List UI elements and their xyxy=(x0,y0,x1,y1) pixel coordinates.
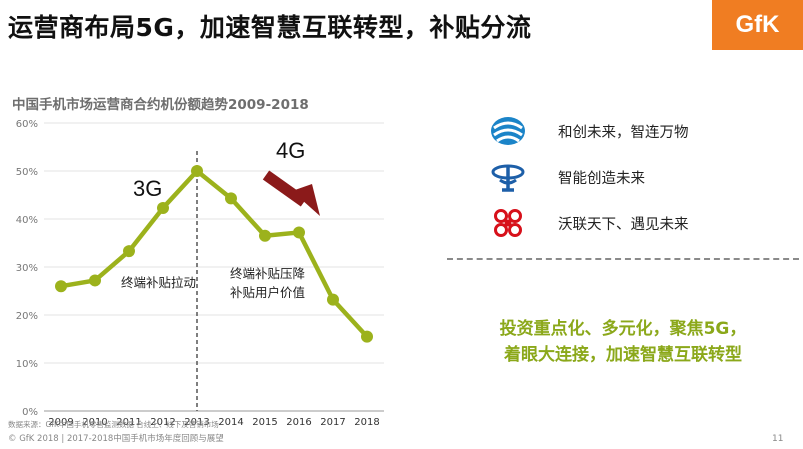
x-tick-label: 2016 xyxy=(286,417,311,428)
strategy-highlight: 投资重点化、多元化，聚焦5G， 着眼大连接，加速智慧互联转型 xyxy=(447,316,799,368)
x-tick-label: 2015 xyxy=(252,417,277,428)
slide-title: 运营商布局5G，加速智慧互联转型，补贴分流 xyxy=(8,13,532,42)
y-tick-label: 40% xyxy=(16,215,38,226)
x-tick-label: 2010 xyxy=(82,417,107,428)
china-mobile-logo-icon xyxy=(491,117,525,145)
data-point xyxy=(293,226,305,239)
section-divider xyxy=(447,258,799,260)
x-tick-label: 2018 xyxy=(354,417,379,428)
axis-layer: 0% 10% 20% 30% 40% 50% 60% 2009 2010 2011 2012 2013… xyxy=(16,119,380,428)
data-point xyxy=(123,245,135,258)
data-point xyxy=(327,293,339,306)
data-source-note: 数据来源：GfK中国手机零售监测数据 合线上、线下及营销市场 xyxy=(8,420,219,429)
china-telecom-slogan: 智能创造未来 xyxy=(558,170,645,187)
data-point xyxy=(259,229,271,242)
series-line xyxy=(60,168,369,339)
subsidy-pull-annotation: 终端补贴拉动 xyxy=(121,275,196,290)
x-tick-label: 2009 xyxy=(48,417,73,428)
y-tick-label: 10% xyxy=(16,359,38,370)
brand-row-china-unicom: 沃联天下、遇见未来 xyxy=(488,206,689,240)
y-tick-label: 60% xyxy=(16,119,38,130)
footer-copyright: © GfK 2018 | 2017-2018中国手机市场年度回顾与展望 xyxy=(8,434,224,444)
data-point xyxy=(225,192,237,205)
data-point xyxy=(89,274,101,287)
y-tick-label: 30% xyxy=(16,263,38,274)
points-layer xyxy=(55,165,373,343)
china-unicom-slogan: 沃联天下、遇见未来 xyxy=(558,216,689,233)
x-tick-label: 2014 xyxy=(218,417,243,428)
strategy-line-1: 投资重点化、多元化，聚焦5G， xyxy=(499,319,747,339)
grid-layer xyxy=(44,122,384,412)
data-point xyxy=(157,201,169,214)
era-3g-label: 3G xyxy=(133,176,162,201)
y-tick-label: 50% xyxy=(16,167,38,178)
x-tick-label: 2012 xyxy=(150,417,175,428)
china-mobile-slogan: 和创未来，智连万物 xyxy=(558,124,689,141)
x-tick-label: 2013 xyxy=(184,417,209,428)
y-tick-label: 0% xyxy=(22,407,38,418)
chart-title: 中国手机市场运营商合约机份额趋势2009-2018 xyxy=(12,97,309,113)
brand-row-china-telecom: 智能创造未来 xyxy=(488,160,645,194)
china-telecom-logo-icon xyxy=(491,164,525,192)
subsidy-drop-annotation-2: 补贴用户价值 xyxy=(230,285,305,300)
gfk-logo: GfK xyxy=(712,0,803,50)
x-tick-label: 2011 xyxy=(116,417,141,428)
brand-row-china-mobile: 和创未来，智连万物 xyxy=(488,114,689,148)
decline-arrow xyxy=(262,170,320,216)
data-point xyxy=(191,165,203,177)
china-unicom-logo-icon xyxy=(494,209,522,237)
y-tick-label: 20% xyxy=(16,311,38,322)
era-4g-label: 4G xyxy=(276,138,305,163)
strategy-line-2: 着眼大连接，加速智慧互联转型 xyxy=(504,345,742,365)
data-point xyxy=(55,280,67,293)
data-point xyxy=(361,330,373,343)
x-tick-label: 2017 xyxy=(320,417,345,428)
page-number: 11 xyxy=(772,434,784,444)
subsidy-drop-annotation-1: 终端补贴压降 xyxy=(230,266,306,281)
